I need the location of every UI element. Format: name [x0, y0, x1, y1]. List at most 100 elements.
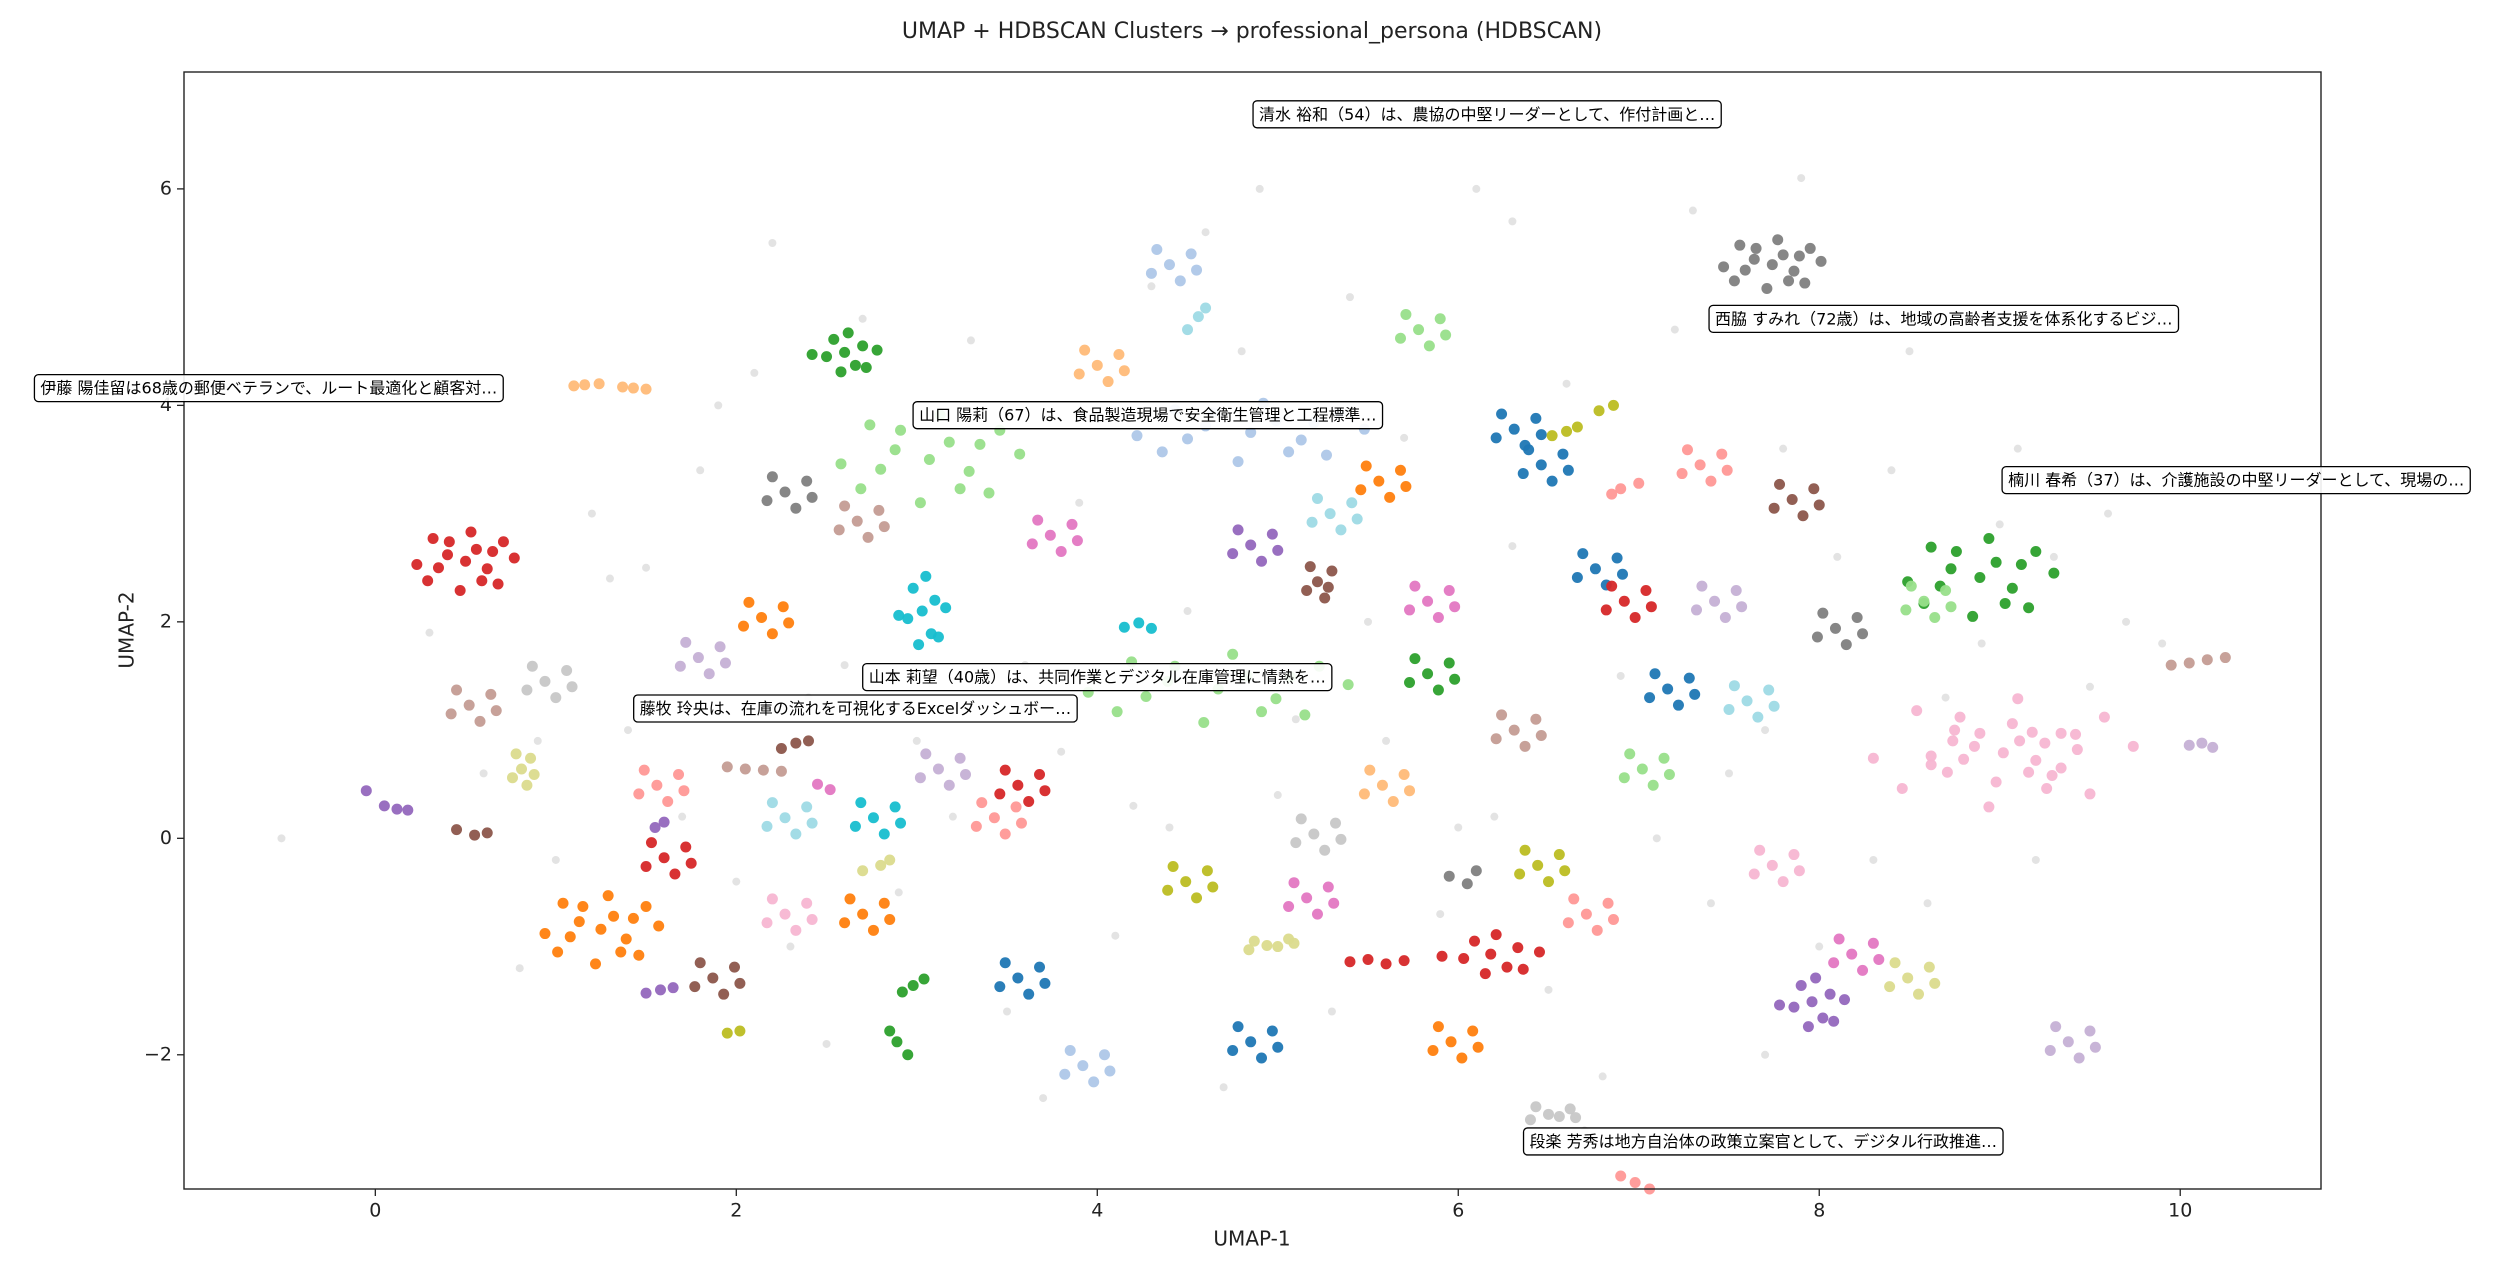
cluster-point	[422, 575, 434, 587]
cluster-point	[1055, 545, 1067, 557]
cluster-point	[481, 827, 493, 839]
cluster-point	[1617, 568, 1629, 580]
y-tick-label: 6	[160, 177, 172, 199]
cluster-point	[1355, 484, 1367, 496]
cluster-point	[1615, 483, 1627, 495]
noise-point	[858, 314, 867, 323]
cluster-point	[1311, 908, 1323, 920]
cluster-point	[561, 665, 573, 677]
noise-point	[1039, 1094, 1048, 1103]
cluster-point	[1954, 711, 1966, 723]
cluster-point	[1091, 359, 1103, 371]
cluster-point	[1523, 444, 1535, 456]
cluster-point	[1694, 459, 1706, 471]
cluster-point	[1118, 621, 1130, 633]
cluster-point	[1728, 275, 1740, 287]
cluster-point	[963, 465, 975, 477]
cluster-point	[1145, 622, 1157, 634]
cluster-point	[1559, 865, 1571, 877]
noise-point	[1057, 747, 1066, 756]
cluster-point	[1817, 607, 1829, 619]
cluster-point	[719, 657, 731, 669]
cluster-point	[766, 797, 778, 809]
noise-point	[1129, 801, 1138, 810]
cluster-point	[1182, 324, 1194, 336]
cluster-point	[916, 605, 928, 617]
noise-point	[1345, 293, 1354, 302]
cluster-point	[1012, 779, 1024, 791]
cluster-point	[1999, 597, 2011, 609]
y-tick-label: −2	[144, 1043, 172, 1065]
cluster-point	[1023, 796, 1035, 808]
cluster-point	[1535, 459, 1547, 471]
cluster-point	[1719, 612, 1731, 624]
cluster-point	[1754, 844, 1766, 856]
cluster-point	[1362, 954, 1374, 966]
cluster-point	[2070, 728, 2082, 740]
cluster-point	[779, 812, 791, 824]
cluster-point	[1990, 556, 2002, 568]
cluster-point	[1867, 937, 1879, 949]
cluster-point	[1512, 942, 1524, 954]
cluster-point	[1889, 957, 1901, 969]
cluster-point	[1295, 813, 1307, 825]
cluster-point	[1496, 709, 1508, 721]
cluster-point	[1104, 1065, 1116, 1077]
annotation-box	[633, 694, 1078, 723]
cluster-point	[1829, 622, 1841, 634]
noise-point	[714, 401, 723, 410]
cluster-point	[806, 491, 818, 503]
cluster-point	[669, 868, 681, 880]
cluster-point	[2071, 744, 2083, 756]
annotation-box	[1708, 304, 2180, 334]
cluster-point	[651, 779, 663, 791]
cluster-point	[1174, 275, 1186, 287]
cluster-point	[857, 865, 869, 877]
cluster-point	[1580, 908, 1592, 920]
cluster-point	[617, 381, 629, 393]
cluster-point	[721, 1027, 733, 1039]
cluster-point	[806, 913, 818, 925]
cluster-point	[2044, 1044, 2056, 1056]
cluster-point	[685, 857, 697, 869]
cluster-point	[828, 333, 840, 345]
cluster-point	[508, 552, 520, 564]
cluster-point	[649, 821, 661, 833]
cluster-point	[1283, 446, 1295, 458]
noise-point	[1291, 715, 1300, 724]
x-tick-label: 4	[1091, 1200, 1103, 1222]
cluster-point	[1535, 429, 1547, 441]
cluster-point	[391, 803, 403, 815]
noise-point	[551, 855, 560, 864]
cluster-point	[1470, 865, 1482, 877]
cluster-point	[1301, 584, 1313, 596]
noise-point	[1201, 228, 1210, 237]
cluster-point	[801, 475, 813, 487]
cluster-point	[1517, 963, 1529, 975]
cluster-point	[1774, 478, 1786, 490]
cluster-point	[1111, 706, 1123, 718]
cluster-point	[490, 705, 502, 717]
cluster-point	[1705, 475, 1717, 487]
cluster-point	[1535, 729, 1547, 741]
cluster-point	[2055, 762, 2067, 774]
cluster-point	[756, 612, 768, 624]
cluster-point	[1232, 524, 1244, 536]
cluster-point	[1232, 456, 1244, 468]
plot-border	[183, 71, 2322, 1190]
cluster-point	[1098, 1049, 1110, 1061]
cluster-point	[999, 828, 1011, 840]
cluster-point	[492, 578, 504, 590]
cluster-point	[1496, 408, 1508, 420]
annotation-text: 清水 裕和（54）は、農協の中堅リーダーとして、作付計画と…	[1259, 105, 1715, 124]
cluster-point	[889, 801, 901, 813]
chart-title: UMAP + HDBSCAN Clusters → professional_p…	[902, 19, 1602, 44]
cluster-point	[1162, 884, 1174, 896]
cluster-point	[1618, 595, 1630, 607]
cluster-point	[633, 788, 645, 800]
cluster-point	[913, 639, 925, 651]
cluster-point	[645, 837, 657, 849]
cluster-point	[875, 859, 887, 871]
cluster-point	[920, 748, 932, 760]
cluster-point	[1600, 604, 1612, 616]
